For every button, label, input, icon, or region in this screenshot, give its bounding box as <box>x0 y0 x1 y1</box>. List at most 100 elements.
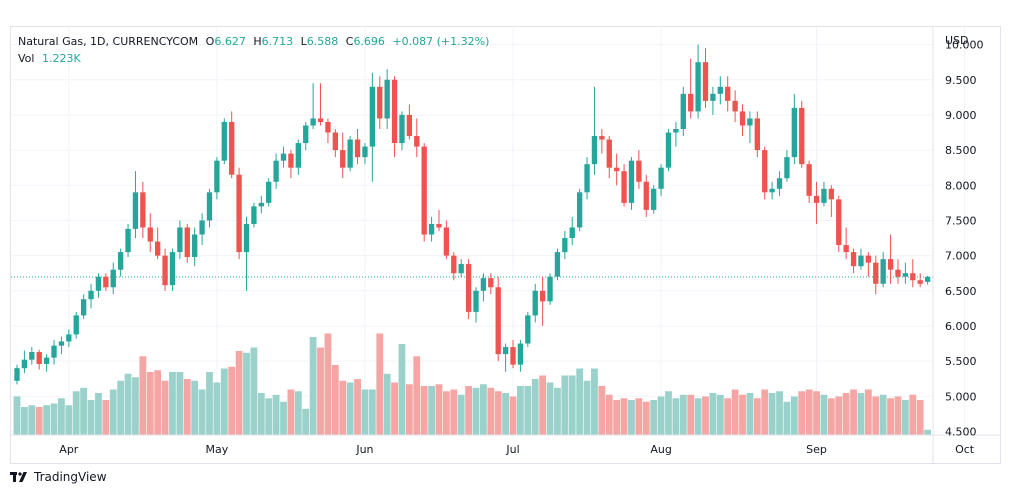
candle-body <box>280 153 287 161</box>
volume-bar <box>554 387 561 435</box>
volume-bar <box>776 391 783 435</box>
candle-body <box>850 252 857 267</box>
price-tick-label: 8.000 <box>945 179 977 192</box>
candle-body <box>621 171 627 203</box>
chart-frame <box>10 26 1001 464</box>
candle-body <box>562 238 568 253</box>
candle-body <box>843 245 849 253</box>
volume-bar <box>894 396 902 435</box>
candle-body <box>266 181 272 203</box>
time-tick-label: Apr <box>59 443 79 456</box>
legend-open-value: 6.627 <box>214 35 246 48</box>
volume-bar <box>317 347 324 435</box>
volume-bar <box>620 398 628 435</box>
candle-body <box>784 157 790 179</box>
candle-body <box>199 220 205 235</box>
volume-bar <box>228 366 236 435</box>
candle-body <box>532 290 538 316</box>
candle-body <box>347 139 353 168</box>
candle-body <box>377 86 383 119</box>
candle-body <box>58 341 65 346</box>
candle-body <box>828 188 835 200</box>
candle-body <box>221 121 227 161</box>
candle-body <box>658 167 664 189</box>
volume-bar <box>783 401 791 435</box>
time-tick-label: Oct <box>955 443 975 456</box>
legend-volume-label: Vol <box>18 52 35 65</box>
time-tick-label: Aug <box>650 443 671 456</box>
candle-body <box>80 299 87 316</box>
candle-body <box>147 227 153 242</box>
volume-bar <box>198 389 206 435</box>
volume-bar <box>287 389 295 435</box>
candle-body <box>858 255 864 267</box>
candle-body <box>813 195 820 203</box>
candle-body <box>325 121 331 133</box>
volume-bar <box>702 396 709 435</box>
volume-bar <box>139 356 147 435</box>
volume-bar <box>768 393 776 435</box>
candle-body <box>910 273 916 281</box>
volume-bar <box>361 389 369 435</box>
candle-body <box>458 264 464 274</box>
candle-body <box>295 143 301 168</box>
volume-bar <box>605 394 613 435</box>
volume-bar <box>709 393 717 435</box>
candle-body <box>243 223 250 253</box>
volume-bar <box>176 372 184 435</box>
price-tick-label: 10.000 <box>945 39 984 52</box>
volume-bar <box>568 375 576 435</box>
volume-legend[interactable]: Vol 1.223K <box>18 52 85 65</box>
volume-bar <box>679 394 687 435</box>
volume-bar <box>901 400 909 435</box>
candle-body <box>702 62 709 101</box>
volume-bar <box>95 393 102 435</box>
volume-bar <box>687 394 695 435</box>
candle-body <box>739 111 746 126</box>
price-tick-label: 6.500 <box>945 285 977 298</box>
tradingview-attribution[interactable]: TradingView <box>10 470 107 484</box>
volume-bar <box>539 375 547 435</box>
legend-low-value: 6.588 <box>306 35 339 48</box>
candle-body <box>902 273 909 277</box>
volume-bar <box>413 356 421 435</box>
volume-bar <box>531 379 539 435</box>
candle-body <box>917 280 923 284</box>
volume-bar <box>450 389 458 435</box>
candles <box>14 44 931 385</box>
volume-bar <box>43 405 51 435</box>
legend-symbol[interactable]: Natural Gas, 1D, CURRENCYCOM <box>18 35 199 48</box>
volume-bar <box>420 386 428 435</box>
candle-body <box>480 278 487 291</box>
volume-bar <box>35 407 43 435</box>
volume-bar <box>302 408 310 435</box>
candle-body <box>924 277 931 282</box>
candle-body <box>636 160 642 182</box>
volume-bar <box>887 398 894 435</box>
volume-bar <box>183 379 191 435</box>
time-axis[interactable]: Apr May Jun Jul Aug Sep Oct <box>59 443 974 456</box>
price-tick-label: 5.000 <box>945 390 977 403</box>
candle-body <box>132 192 139 229</box>
candle-body <box>799 107 805 165</box>
candle-body <box>569 227 575 239</box>
candle-body <box>599 136 605 140</box>
candle-body <box>754 118 760 151</box>
volume-bar <box>102 400 110 435</box>
candle-body <box>680 93 686 129</box>
volume-bar <box>435 384 443 435</box>
volume-bar <box>324 333 332 435</box>
price-tick-label: 8.500 <box>945 144 977 157</box>
candle-body <box>206 192 213 221</box>
volume-bar <box>272 394 280 435</box>
candle-body <box>192 234 198 258</box>
candle-body <box>473 290 479 312</box>
ohlc-legend[interactable]: Natural Gas, 1D, CURRENCYCOM O6.627 H6.7… <box>18 35 493 48</box>
volume-bar <box>243 352 250 435</box>
volume-bar <box>850 389 857 435</box>
candle-body <box>710 93 716 101</box>
candle-body <box>717 86 723 94</box>
candle-body <box>384 79 390 119</box>
